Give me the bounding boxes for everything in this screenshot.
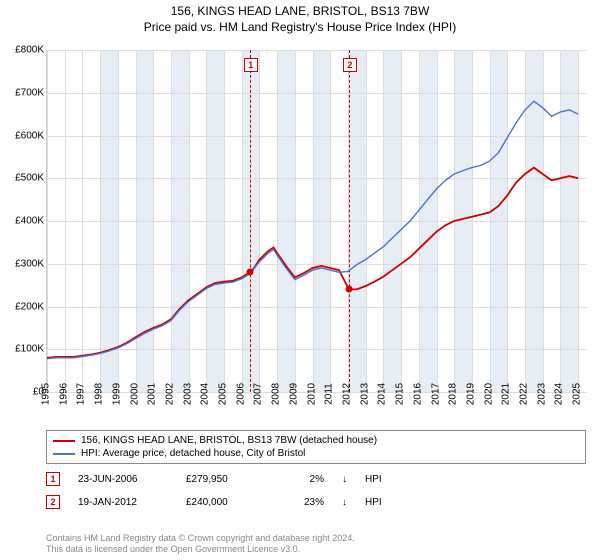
sale-pct: 2% — [284, 474, 324, 485]
legend-label: HPI: Average price, detached house, City… — [81, 448, 305, 459]
sale-date: 23-JUN-2006 — [78, 474, 168, 485]
legend-item: HPI: Average price, detached house, City… — [53, 447, 579, 460]
chart-plot-area: 12 — [46, 50, 587, 393]
footer-attribution: Contains HM Land Registry data © Crown c… — [46, 533, 355, 556]
sale-row: 1 23-JUN-2006 £279,950 2% ↓ HPI — [46, 472, 382, 486]
sale-arrow-icon: ↓ — [342, 497, 347, 508]
title-address: 156, KINGS HEAD LANE, BRISTOL, BS13 7BW — [0, 4, 600, 20]
chart-legend: 156, KINGS HEAD LANE, BRISTOL, BS13 7BW … — [46, 430, 586, 464]
legend-label: 156, KINGS HEAD LANE, BRISTOL, BS13 7BW … — [81, 435, 377, 446]
sale-date: 19-JAN-2012 — [78, 497, 168, 508]
title-subtitle: Price paid vs. HM Land Registry's House … — [0, 20, 600, 36]
sale-vs: HPI — [365, 474, 382, 485]
sale-pct: 23% — [284, 497, 324, 508]
sale-marker-icon: 2 — [46, 495, 60, 509]
sale-price: £240,000 — [186, 497, 266, 508]
chart-title: 156, KINGS HEAD LANE, BRISTOL, BS13 7BW … — [0, 0, 600, 35]
sale-row: 2 19-JAN-2012 £240,000 23% ↓ HPI — [46, 495, 382, 509]
legend-item: 156, KINGS HEAD LANE, BRISTOL, BS13 7BW … — [53, 434, 579, 447]
sale-price: £279,950 — [186, 474, 266, 485]
sale-vs: HPI — [365, 497, 382, 508]
sale-arrow-icon: ↓ — [342, 474, 347, 485]
sale-marker-icon: 1 — [46, 472, 60, 486]
chart-lines — [47, 50, 587, 392]
